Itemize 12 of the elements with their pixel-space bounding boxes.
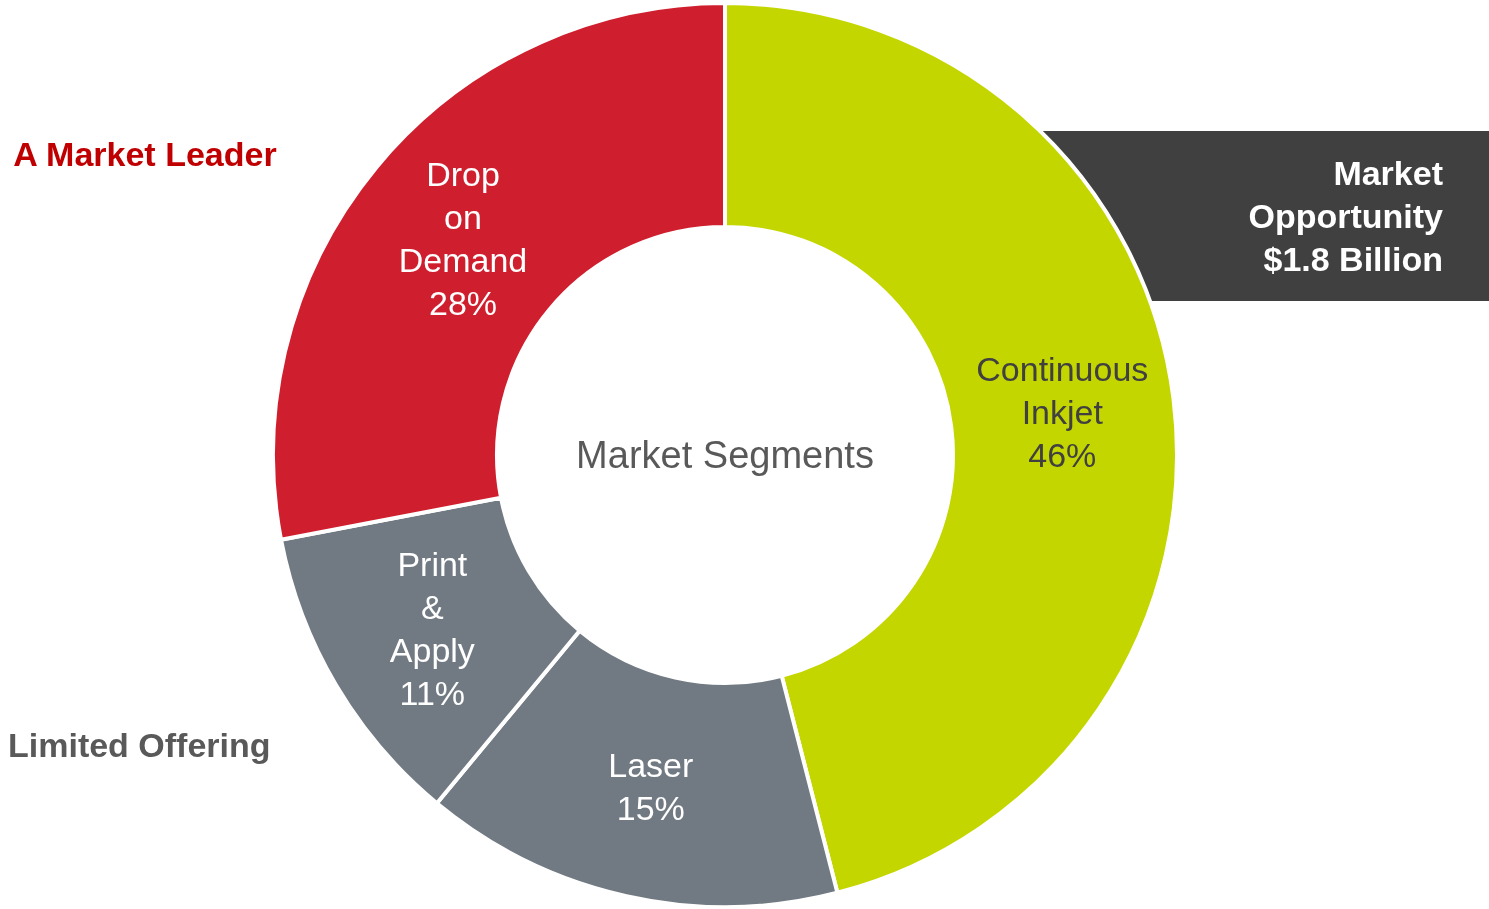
slice-label: Drop on Demand (398, 154, 528, 279)
slice-label: Laser (608, 746, 694, 785)
text: A Market Leader (12, 134, 278, 175)
text: Limited Offering (8, 725, 272, 766)
slice-label: Print & Apply (389, 544, 475, 669)
data-label: 15% (616, 789, 685, 828)
text: Market Segments (576, 434, 874, 476)
data-label: 28% (428, 283, 498, 322)
data-label: 11% (399, 673, 466, 712)
slice-label: Continuous Inkjet (976, 350, 1149, 432)
data-label: 46% (1028, 436, 1097, 475)
text: Market Opportunity $1.8 Billion (1247, 153, 1443, 280)
